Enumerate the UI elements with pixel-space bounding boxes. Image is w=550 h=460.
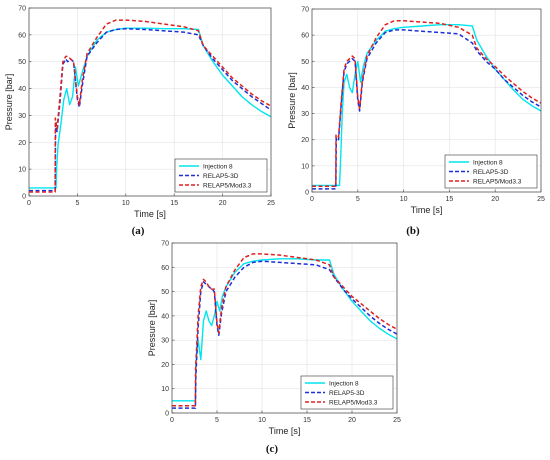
x-tick-label: 0 [310,196,314,203]
x-tick-label: 10 [258,417,266,424]
legend-label: RELAP5/Mod3.3 [203,182,252,189]
x-tick-label: 25 [537,196,545,203]
x-axis-label: Time [s] [269,426,301,436]
series-line-1 [172,258,398,402]
chart-panel-a: 0 5 10 15 20 25 0 10 20 30 40 50 60 70 Time [s] Pressur… [4,6,275,238]
y-tick-label: 0 [22,194,26,201]
y-tick-label: 10 [161,386,169,393]
legend-box [300,375,394,410]
y-tick-label: 50 [18,59,26,66]
y-axis-label: Pressure [bar] [4,74,14,131]
y-tick-label: 40 [301,85,309,92]
y-tick-label: 50 [161,289,169,296]
chart-panel-c: 0 5 10 15 20 25 0 10 20 30 40 50 60 70 Time [s] Pressur… [147,241,401,456]
x-tick-label: 25 [393,417,401,424]
x-tick-label: 15 [170,200,178,207]
series-line-3 [172,253,398,407]
x-tick-label: 15 [446,196,454,203]
y-tick-label: 50 [301,59,309,66]
y-tick-label: 10 [18,167,26,174]
y-tick-label: 0 [305,190,309,197]
legend-label: Injection 8 [329,380,359,387]
y-axis-label: Pressure [bar] [147,300,157,357]
series-line-3 [312,20,542,187]
y-tick-label: 60 [161,265,169,272]
legend-box [444,154,538,189]
axes-frame [28,7,272,197]
series-line-3 [29,19,272,193]
y-tick-label: 30 [161,338,169,345]
x-tick-label: 20 [219,200,227,207]
y-tick-label: 70 [18,6,26,13]
legend-label: Injection 8 [473,159,503,166]
x-tick-label: 20 [491,196,499,203]
legend-label: RELAP5-3D [473,169,509,176]
panel-label: (b) [406,225,420,237]
series-line-2 [172,260,398,409]
y-tick-label: 70 [161,241,169,248]
y-tick-label: 60 [18,32,26,39]
legend-label: RELAP5/Mod3.3 [329,399,378,406]
y-tick-label: 70 [301,7,309,14]
y-tick-label: 30 [18,113,26,120]
y-tick-label: 20 [18,140,26,147]
y-tick-label: 60 [301,33,309,40]
x-tick-label: 5 [215,417,219,424]
series-line-2 [312,29,542,190]
x-tick-label: 5 [356,196,360,203]
x-tick-label: 0 [27,200,31,207]
axes-frame [311,8,542,193]
legend: Injection 8 RELAP5-3D RELAP5/Mod3.3 [174,158,268,193]
panel-label: (a) [132,225,145,237]
legend: Injection 8 RELAP5-3D RELAP5/Mod3.3 [444,154,538,189]
y-tick-label: 20 [301,137,309,144]
y-tick-label: 10 [301,163,309,170]
legend-label: Injection 8 [203,163,233,170]
legend-label: RELAP5/Mod3.3 [473,178,522,185]
y-tick-label: 0 [165,411,169,418]
x-tick-label: 25 [267,200,275,207]
x-tick-label: 10 [122,200,130,207]
x-axis-label: Time [s] [134,209,166,219]
y-tick-label: 20 [161,362,169,369]
x-axis-label: Time [s] [411,205,443,215]
legend-label: RELAP5-3D [329,390,365,397]
x-tick-label: 5 [75,200,79,207]
y-tick-label: 40 [18,86,26,93]
x-tick-label: 15 [303,417,311,424]
panel-label: (c) [266,443,279,455]
legend-label: RELAP5-3D [203,173,239,180]
legend: Injection 8 RELAP5-3D RELAP5/Mod3.3 [300,375,394,410]
x-tick-label: 0 [170,417,174,424]
chart-panel-b: 0 5 10 15 20 25 0 10 20 30 40 50 60 70 Time [s] Pressur… [287,7,545,238]
axes-frame [171,242,398,414]
x-tick-label: 20 [348,417,356,424]
y-tick-label: 40 [161,313,169,320]
y-tick-label: 30 [301,111,309,118]
y-axis-label: Pressure [bar] [287,72,297,129]
legend-box [174,158,268,193]
x-tick-label: 10 [400,196,408,203]
